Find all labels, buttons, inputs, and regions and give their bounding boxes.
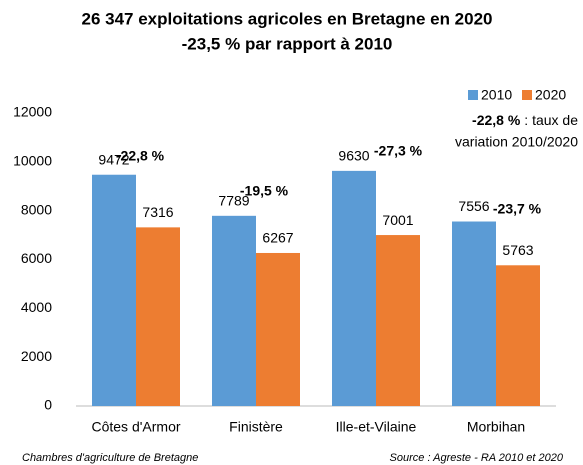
y-tick-label: 2000	[21, 348, 52, 364]
value-label: 7556	[458, 198, 489, 214]
annotation: -22,8 %	[116, 148, 165, 164]
bar	[332, 170, 376, 406]
x-tick-label: Finistère	[229, 419, 283, 435]
value-label: 7316	[142, 204, 173, 220]
legend-label: 2010	[481, 87, 512, 103]
value-label: 9472	[98, 151, 129, 167]
annotation: -23,7 %	[493, 201, 542, 217]
note-text: : taux de	[524, 112, 578, 128]
y-tick-label: 4000	[21, 299, 52, 315]
y-tick-label: 12000	[13, 104, 52, 120]
y-tick-label: 0	[44, 397, 52, 413]
bar	[136, 227, 180, 406]
value-label: 9630	[338, 148, 369, 164]
legend-swatch	[522, 90, 532, 100]
bar	[92, 174, 136, 406]
value-label: 6267	[262, 230, 293, 246]
bar	[212, 215, 256, 406]
value-label: 5763	[502, 242, 533, 258]
bar	[452, 221, 496, 406]
y-tick-label: 10000	[13, 153, 52, 169]
bar	[496, 265, 540, 406]
footer-right: Source : Agreste - RA 2010 et 2020	[390, 452, 564, 464]
value-label: 7001	[382, 212, 413, 228]
y-tick-label: 8000	[21, 201, 52, 217]
note-text: variation 2010/2020	[455, 134, 578, 150]
note: -22,8 %: taux de	[472, 112, 578, 128]
legend-swatch	[468, 90, 478, 100]
y-tick-label: 6000	[21, 250, 52, 266]
x-tick-label: Morbihan	[467, 419, 525, 435]
annotation: -27,3 %	[374, 143, 423, 159]
x-tick-label: Ille-et-Vilaine	[336, 419, 417, 435]
footer-left: Chambres d'agriculture de Bretagne	[22, 452, 198, 464]
value-label: 7789	[218, 193, 249, 209]
chart-title: 26 347 exploitations agricoles en Bretag…	[81, 9, 492, 28]
x-tick-label: Côtes d'Armor	[91, 419, 180, 435]
bar	[256, 252, 300, 406]
chart-subtitle: -23,5 % par rapport à 2010	[182, 34, 393, 53]
note-bold: -22,8 %	[472, 112, 521, 128]
bar	[376, 235, 420, 406]
annotation: -19,5 %	[240, 183, 289, 199]
legend-label: 2020	[535, 87, 566, 103]
